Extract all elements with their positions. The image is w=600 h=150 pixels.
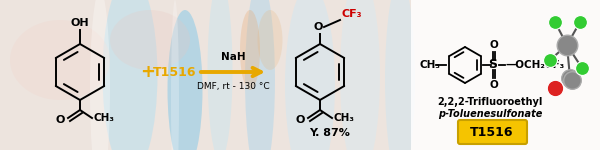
Text: Y. 87%: Y. 87% xyxy=(310,128,350,138)
Text: CF₃: CF₃ xyxy=(342,9,362,19)
Text: CH₃: CH₃ xyxy=(420,60,441,70)
Text: DMF, rt - 130 °C: DMF, rt - 130 °C xyxy=(197,82,269,91)
Text: OH: OH xyxy=(71,18,89,28)
Text: T1516: T1516 xyxy=(470,126,514,138)
Ellipse shape xyxy=(167,10,203,150)
Ellipse shape xyxy=(10,20,110,100)
Ellipse shape xyxy=(245,0,275,150)
Ellipse shape xyxy=(340,0,380,150)
Ellipse shape xyxy=(257,10,283,70)
Text: 2,2,2-Trifluoroethyl: 2,2,2-Trifluoroethyl xyxy=(437,97,542,107)
Text: O: O xyxy=(296,115,305,125)
Text: +: + xyxy=(140,63,155,81)
Text: O: O xyxy=(56,115,65,125)
Ellipse shape xyxy=(110,10,190,70)
Point xyxy=(562,44,572,46)
Point xyxy=(545,59,555,61)
Text: O: O xyxy=(313,22,323,32)
Point xyxy=(550,87,560,89)
Ellipse shape xyxy=(90,0,110,150)
Text: —OCH₂CF₃: —OCH₂CF₃ xyxy=(506,60,565,70)
Text: NaH: NaH xyxy=(221,52,245,62)
Point xyxy=(577,67,587,69)
Ellipse shape xyxy=(208,0,233,150)
Text: O: O xyxy=(490,40,499,50)
Text: O: O xyxy=(490,80,499,90)
Text: CH₃: CH₃ xyxy=(334,113,355,123)
Ellipse shape xyxy=(240,10,260,90)
Ellipse shape xyxy=(285,0,335,150)
FancyBboxPatch shape xyxy=(458,120,527,144)
Ellipse shape xyxy=(171,0,179,150)
Point xyxy=(565,77,575,79)
Ellipse shape xyxy=(385,0,415,150)
Point xyxy=(575,21,585,23)
Bar xyxy=(411,0,600,150)
Point xyxy=(567,79,577,81)
Text: p-Toluenesulfonate: p-Toluenesulfonate xyxy=(438,109,542,119)
Point xyxy=(550,21,560,23)
Text: CH₃: CH₃ xyxy=(94,113,115,123)
Text: S: S xyxy=(488,58,497,72)
Text: T1516: T1516 xyxy=(153,66,197,78)
Ellipse shape xyxy=(103,0,157,150)
